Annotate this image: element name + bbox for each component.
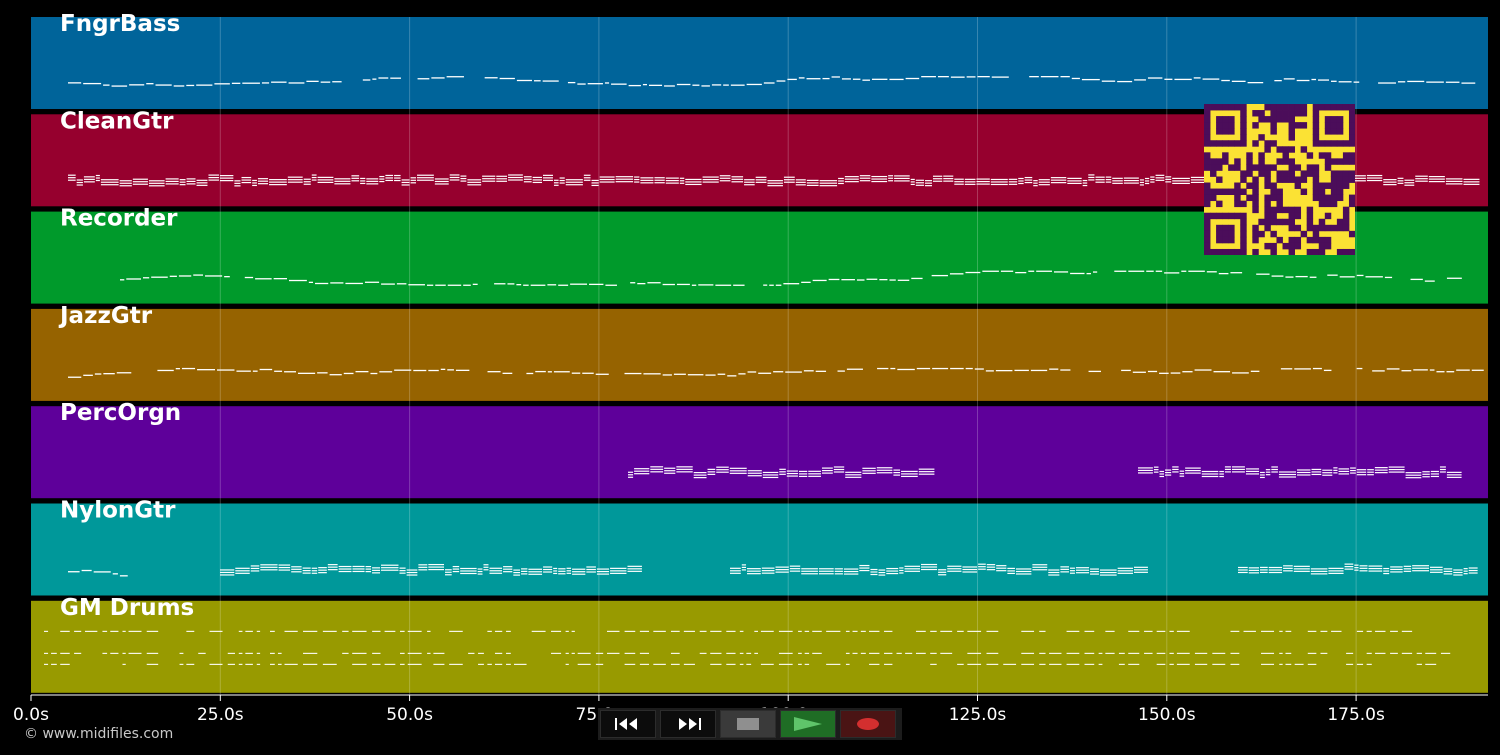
time-gridlines <box>219 17 1357 695</box>
track-lane <box>31 406 1488 499</box>
track-name: GM Drums <box>60 595 194 621</box>
track-notes <box>120 270 1462 286</box>
axis-tick-label: 150.0s <box>1138 705 1196 725</box>
track-lane <box>31 503 1488 596</box>
track-lane-background <box>31 600 1488 693</box>
record-button[interactable] <box>840 710 896 738</box>
fast-forward-icon <box>679 718 701 730</box>
track-notes <box>68 563 1478 577</box>
stop-button[interactable] <box>720 710 776 738</box>
track-lane-background <box>31 308 1488 401</box>
track-lane-background <box>31 503 1488 596</box>
copyright-text: © www.midifiles.com <box>24 726 174 742</box>
track-name: Recorder <box>60 206 178 232</box>
track-notes <box>44 630 1451 665</box>
axis-tick-label: 25.0s <box>197 705 244 725</box>
axis-tick-label: 50.0s <box>386 705 433 725</box>
rewind-icon <box>615 718 637 730</box>
track-name: PercOrgn <box>60 400 181 426</box>
stop-icon <box>737 718 759 730</box>
qr-code <box>1204 104 1356 256</box>
track-lane <box>31 600 1488 693</box>
track-name: NylonGtr <box>60 498 176 524</box>
track-lane <box>31 17 1488 109</box>
axis-tick-label: 175.0s <box>1327 705 1385 725</box>
record-icon <box>857 718 879 730</box>
track-notes <box>68 76 1476 87</box>
track-name: JazzGtr <box>58 303 153 329</box>
track-name: FngrBass <box>60 11 180 37</box>
fast-forward-button[interactable] <box>660 710 716 738</box>
track-lane-background <box>31 406 1488 499</box>
play-button[interactable] <box>780 710 836 738</box>
track-lane-background <box>31 17 1488 109</box>
play-icon <box>794 717 822 731</box>
track-name: CleanGtr <box>60 108 174 134</box>
track-lane <box>31 308 1488 401</box>
track-notes <box>68 367 1484 378</box>
rewind-button[interactable] <box>600 710 656 738</box>
axis-tick-label: 125.0s <box>949 705 1007 725</box>
track-notes <box>628 466 1462 479</box>
axis-tick-label: 0.0s <box>13 705 49 725</box>
transport-controls <box>598 708 902 740</box>
